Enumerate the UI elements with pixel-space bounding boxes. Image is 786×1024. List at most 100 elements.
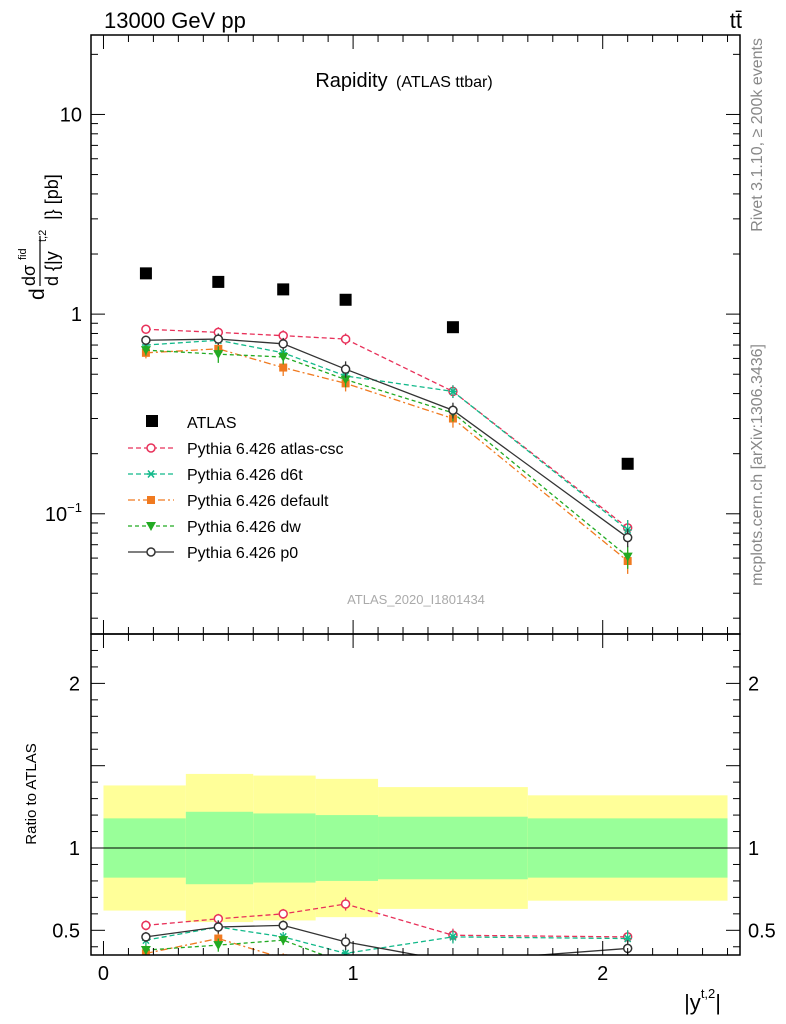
energy-label: 13000 GeV pp — [104, 8, 246, 33]
xlabel-sup: t,2 — [701, 986, 715, 1001]
data-point — [279, 363, 288, 372]
process-label: tt̄ — [730, 8, 742, 33]
data-point — [448, 405, 458, 416]
legend-label: Pythia 6.426 dw — [187, 519, 301, 536]
ratio-point — [448, 932, 457, 941]
series-pythia-6.426-p0 — [141, 333, 633, 548]
x-tick-label: 0 — [98, 963, 109, 985]
ratio-point — [141, 932, 151, 942]
main-ylabel: d dσ fid d {|y t,2 |} [pb] — [17, 174, 62, 300]
atlas-point — [446, 321, 459, 334]
legend-label: Pythia 6.426 d6t — [187, 467, 303, 484]
ratio-point — [623, 934, 632, 943]
ratio-line — [145, 939, 326, 955]
atlas-point — [621, 457, 634, 470]
ratio-line — [145, 903, 628, 938]
ratio-point — [449, 958, 457, 966]
xlabel-base: |y — [684, 990, 701, 1015]
data-point — [278, 352, 289, 362]
atlas-point — [339, 293, 352, 306]
main-panel: 10−1 1 10 Rapidity (ATLAS ttbar) d dσ fid … — [17, 34, 741, 635]
ratio-line — [145, 926, 628, 955]
ratio-point — [340, 899, 351, 909]
legend-label: Pythia 6.426 default — [187, 493, 329, 510]
series-pythia-6.426-default — [141, 342, 632, 574]
legend-label-atlas: ATLAS — [187, 415, 237, 432]
ylabel-sup: t,2 — [37, 230, 49, 242]
legend-marker-atlas — [146, 415, 158, 427]
y-tick-label: 10−1 — [45, 500, 82, 526]
ratio-y-tick-label-right: 2 — [748, 673, 759, 695]
ratio-point — [278, 909, 288, 919]
series-line — [145, 348, 629, 562]
ratio-y-tick-label-right: 0.5 — [748, 920, 776, 942]
data-point — [622, 532, 633, 543]
atlas-point — [139, 267, 152, 280]
main-data-layer — [139, 267, 634, 574]
ratio-point — [449, 967, 457, 975]
y-tick-label: 10 — [60, 104, 82, 126]
ratio-point — [278, 920, 288, 931]
ratio-point — [341, 949, 350, 955]
ratio-axis-ticks: 0.5 0.5 1 1 2 2 0 1 2 — [52, 633, 776, 985]
xlabel: |yt,2| — [684, 986, 721, 1015]
data-point — [622, 552, 633, 562]
series-pythia-6.426-d6t — [141, 334, 632, 542]
legend-marker — [146, 522, 156, 531]
series-line — [145, 339, 629, 531]
ylabel-fid: fid — [17, 248, 29, 260]
ratio-point — [213, 922, 224, 932]
ylabel-close: |} [pb] — [42, 174, 62, 220]
data-point — [278, 339, 288, 349]
chart-title-sub: (ATLAS ttbar) — [396, 74, 493, 91]
ratio-data-layer — [140, 897, 633, 975]
x-tick-label: 1 — [348, 963, 359, 985]
series-line — [145, 328, 629, 529]
data-point — [340, 375, 351, 385]
ratio-series-pythia-6.426-p0 — [141, 920, 633, 966]
ratio-panel: 0.5 0.5 1 1 2 2 0 1 2 Ratio to ATLAS |yt,2| — [23, 633, 776, 1015]
atlas-point — [212, 275, 225, 288]
legend-marker — [146, 443, 156, 453]
ylabel-numerator: dσ — [19, 265, 39, 286]
ratio-point — [213, 941, 224, 951]
series-line — [145, 338, 629, 539]
ratio-point — [448, 961, 458, 970]
ylabel-d: d — [26, 288, 49, 300]
data-point — [140, 346, 151, 356]
atlas-point — [277, 283, 290, 296]
chart-title: Rapidity (ATLAS ttbar) — [315, 70, 492, 92]
data-point — [213, 334, 224, 344]
rivet-label: Rivet 3.1.10, ≥ 200k events — [749, 38, 766, 232]
ratio-series-pythia-6.426-dw — [140, 935, 458, 970]
legend-marker — [147, 470, 155, 478]
main-axis-ticks: 10−1 1 10 — [45, 35, 740, 634]
series-line — [145, 349, 629, 558]
xlabel-close: | — [715, 990, 721, 1015]
data-point — [141, 335, 151, 345]
ratio-line — [145, 924, 628, 955]
data-point — [141, 324, 151, 334]
legend-marker — [146, 547, 156, 557]
y-tick-label: 1 — [71, 304, 82, 326]
data-point — [340, 364, 351, 374]
ratio-y-tick-label: 2 — [69, 673, 80, 695]
chart-title-main: Rapidity — [315, 70, 387, 92]
ratio-line — [145, 937, 275, 955]
ratio-y-tick-label: 0.5 — [52, 920, 80, 942]
ylabel-denominator: d {|y — [42, 251, 62, 286]
legend: ATLAS Pythia 6.426 atlas-csc Pythia 6.426… — [128, 415, 344, 562]
legend-marker — [147, 496, 155, 504]
ratio-y-tick-label-right: 1 — [748, 838, 759, 860]
legend-label: Pythia 6.426 atlas-csc — [187, 441, 344, 458]
legend-label: Pythia 6.426 p0 — [187, 545, 298, 562]
ratio-y-tick-label: 1 — [69, 838, 80, 860]
ratio-point — [141, 920, 151, 931]
ratio-point — [340, 937, 351, 947]
x-tick-label: 2 — [597, 963, 608, 985]
ratio-point — [624, 963, 632, 971]
data-point — [340, 334, 351, 344]
ratio-frame — [90, 633, 741, 956]
mcplots-label: mcplots.cern.ch [arXiv:1306.3436] — [749, 344, 766, 586]
